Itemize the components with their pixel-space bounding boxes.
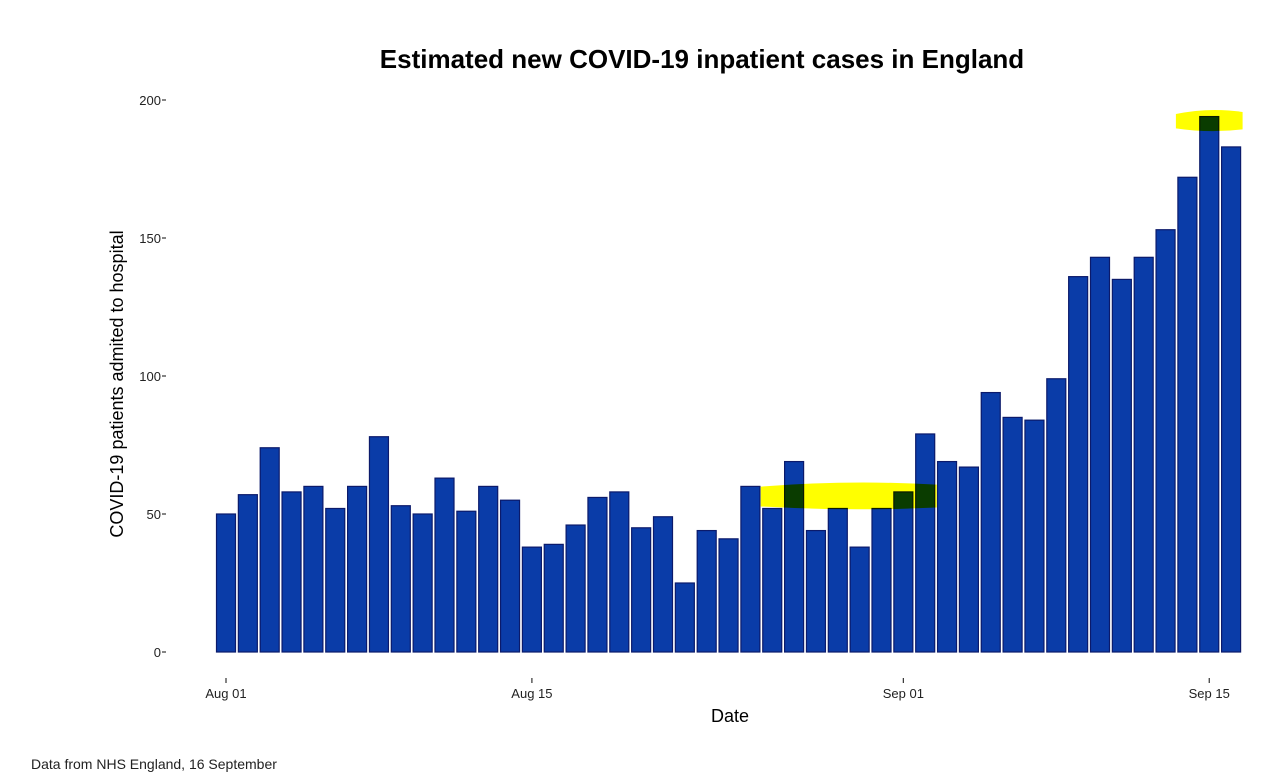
bar: Sep 11: 135: [1111, 278, 1132, 653]
bar: Sep 02: 79: [915, 433, 936, 653]
bar: Aug 05: 60: [303, 485, 324, 653]
bar: Aug 16: 39: [543, 543, 564, 653]
y-tick-label: 50: [147, 507, 161, 522]
bar: Aug 07: 60: [347, 485, 368, 653]
bar: Aug 04: 58: [281, 491, 302, 653]
y-tick-label: 0: [154, 645, 161, 660]
bar: Aug 03: 74: [259, 447, 280, 653]
y-axis: 0 50 100 150 200: [139, 93, 166, 660]
y-axis-label: COVID-19 patients admited to hospital: [107, 230, 127, 537]
bar: Aug 14: 55: [499, 499, 521, 653]
bar: Aug 25: 60: [740, 485, 761, 653]
bar: Aug 27: 69: [783, 460, 805, 653]
bar: Sep 01: 58: [893, 491, 914, 653]
bar: Aug 31: 52: [871, 507, 892, 653]
bar: Aug 23: 44: [696, 529, 717, 653]
highlight-marker: [1175, 109, 1243, 132]
bar: Sep 14: 172: [1177, 176, 1198, 653]
bar: Aug 02: 57: [237, 494, 258, 653]
bars: Aug 01: 50Aug 02: 57Aug 03: 74Aug 04: 58…: [215, 115, 1242, 653]
bar: Aug 08: 78: [368, 436, 390, 653]
y-tick-label: 100: [139, 369, 161, 384]
bar: Aug 19: 58: [609, 491, 630, 653]
bar: Aug 11: 63: [434, 477, 455, 653]
y-tick-label: 150: [139, 231, 161, 246]
bar: Aug 28: 44: [805, 529, 827, 653]
bar: Sep 10: 143: [1089, 256, 1111, 653]
bar: Sep 15: 194: [1199, 115, 1220, 653]
chart-title: Estimated new COVID-19 inpatient cases i…: [380, 44, 1024, 74]
bar: Aug 15: 38: [521, 546, 543, 653]
bar: Sep 03: 69: [936, 460, 958, 653]
highlights: [760, 109, 1243, 510]
bar: Aug 12: 51: [456, 510, 477, 653]
x-tick-label: Aug 15: [511, 686, 552, 701]
bar: Sep 13: 153: [1155, 229, 1176, 653]
source-note: Data from NHS England, 16 September: [31, 756, 277, 772]
x-tick-label: Aug 01: [205, 686, 246, 701]
bar: Aug 30: 38: [849, 546, 870, 653]
bar: Aug 22: 25: [674, 582, 695, 653]
bar: Sep 07: 84: [1024, 419, 1045, 653]
bar: Sep 09: 136: [1068, 276, 1089, 653]
bar: Sep 08: 99: [1046, 378, 1067, 653]
x-axis-label: Date: [711, 706, 749, 726]
bar: Aug 29: 52: [827, 507, 848, 653]
bar: Sep 12: 143: [1133, 256, 1154, 653]
bar: Aug 09: 53: [390, 505, 411, 653]
bar: Aug 20: 45: [631, 527, 652, 653]
highlight-marker: [760, 482, 937, 510]
bar: Sep 05: 94: [980, 391, 1001, 653]
bar: Aug 01: 50: [215, 513, 237, 653]
bar: Aug 10: 50: [412, 513, 433, 653]
y-tick-label: 200: [139, 93, 161, 108]
bar: Aug 26: 52: [762, 507, 783, 653]
x-axis: Aug 01 Aug 15 Sep 01 Sep 15: [205, 678, 1230, 701]
bar: Aug 24: 41: [718, 538, 739, 653]
bar: Sep 06: 85: [1002, 416, 1023, 653]
bar: Sep 04: 67: [958, 466, 980, 653]
bar: Aug 17: 46: [565, 524, 586, 653]
bar: Aug 21: 49: [652, 516, 674, 653]
bar: Aug 13: 60: [478, 485, 499, 653]
bar: Aug 18: 56: [587, 496, 608, 653]
x-tick-label: Sep 15: [1189, 686, 1230, 701]
x-tick-label: Sep 01: [883, 686, 924, 701]
bar: Sep 16: 183: [1220, 146, 1242, 653]
bar: Aug 06: 52: [325, 507, 346, 653]
